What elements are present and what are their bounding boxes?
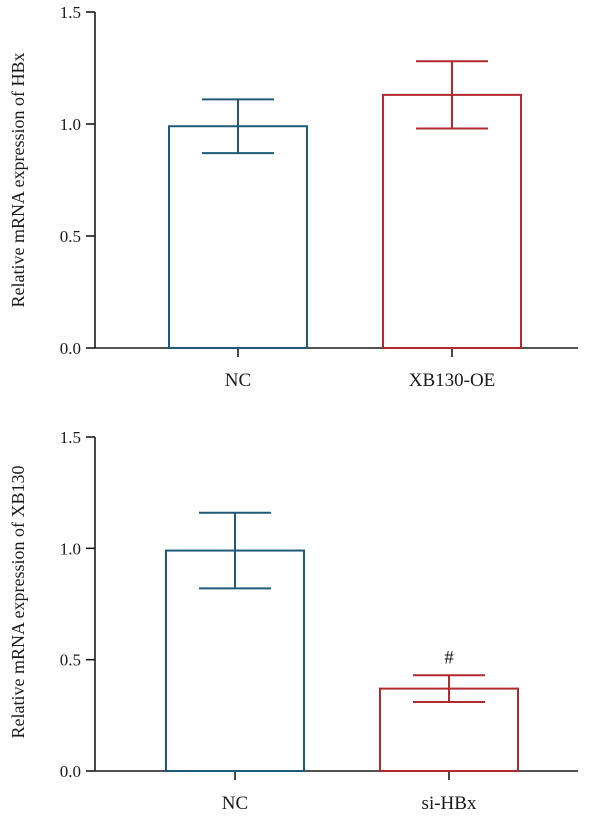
hbx-expression-chart: Relative mRNA expression of HBx 0.0 0.5 1.… <box>8 3 578 391</box>
y-tick-label: 1.0 <box>60 539 81 558</box>
y-axis-label: Relative mRNA expression of HBx <box>8 53 28 308</box>
y-tick-label: 0.5 <box>60 227 81 246</box>
y-tick-label: 1.0 <box>60 115 81 134</box>
bar <box>382 93 522 349</box>
bottom-chart-panel: Relative mRNA expression of XB130 0.0 0.5… <box>0 420 600 822</box>
xb130-expression-chart: Relative mRNA expression of XB130 0.0 0.5… <box>8 428 578 814</box>
y-axis-label: Relative mRNA expression of XB130 <box>8 466 28 739</box>
x-category-label: NC <box>222 793 248 814</box>
y-tick-label: 0.5 <box>60 651 81 670</box>
x-category-label: XB130-OE <box>409 370 496 391</box>
bar <box>168 125 308 349</box>
x-category-label: si-HBx <box>422 793 477 814</box>
y-tick-label: 1.5 <box>60 3 81 22</box>
y-tick-label: 1.5 <box>60 428 81 447</box>
top-chart-panel: Relative mRNA expression of HBx 0.0 0.5 1.… <box>0 0 600 405</box>
y-tick-label: 0.0 <box>60 339 81 358</box>
x-category-label: NC <box>225 370 251 391</box>
y-tick-label: 0.0 <box>60 762 81 781</box>
significance-marker: # <box>444 647 454 668</box>
